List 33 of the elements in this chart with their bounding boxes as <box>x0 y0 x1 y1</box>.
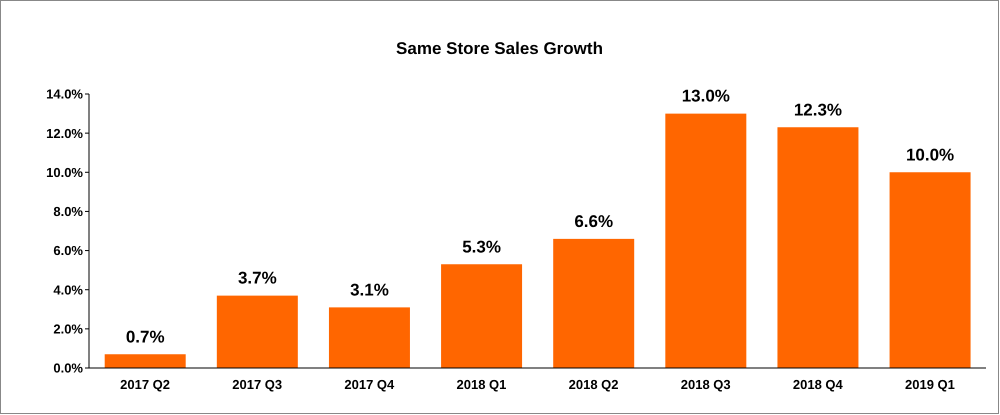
x-tick-label: 2018 Q4 <box>792 377 844 392</box>
bar <box>328 307 410 368</box>
x-tick-label: 2017 Q4 <box>344 377 396 392</box>
bar <box>665 114 746 368</box>
data-label: 6.6% <box>574 212 614 231</box>
data-label: 12.3% <box>794 100 842 120</box>
y-tick-label: 4.0% <box>53 282 84 298</box>
y-tick-label: 14.0% <box>46 86 84 102</box>
bar <box>553 238 634 368</box>
data-label: 3.7% <box>238 268 277 288</box>
x-tick-label: 2018 Q2 <box>568 377 618 392</box>
data-label: 0.7% <box>126 327 165 346</box>
x-tick-label: 2019 Q1 <box>905 377 955 392</box>
y-tick-label: 12.0% <box>46 126 84 141</box>
bar <box>104 354 186 368</box>
bar <box>216 296 298 368</box>
bar <box>777 127 858 368</box>
bar <box>890 172 971 368</box>
x-tick-label: 2018 Q3 <box>680 377 731 392</box>
bar <box>441 264 522 368</box>
chart-title: Same Store Sales Growth <box>395 39 604 59</box>
y-tick-label: 8.0% <box>53 204 84 220</box>
x-tick-label: 2017 Q3 <box>232 377 282 392</box>
y-tick-label: 0.0% <box>53 360 84 376</box>
y-tick-label: 2.0% <box>53 321 84 336</box>
x-tick-label: 2018 Q1 <box>456 377 506 392</box>
data-label: 10.0% <box>906 145 954 164</box>
data-label: 13.0% <box>682 86 730 106</box>
x-tick-label: 2017 Q2 <box>120 377 170 392</box>
data-label: 3.1% <box>350 280 389 300</box>
y-tick-label: 10.0% <box>46 164 84 180</box>
y-tick-label: 6.0% <box>53 243 84 258</box>
data-label: 5.3% <box>462 237 501 256</box>
